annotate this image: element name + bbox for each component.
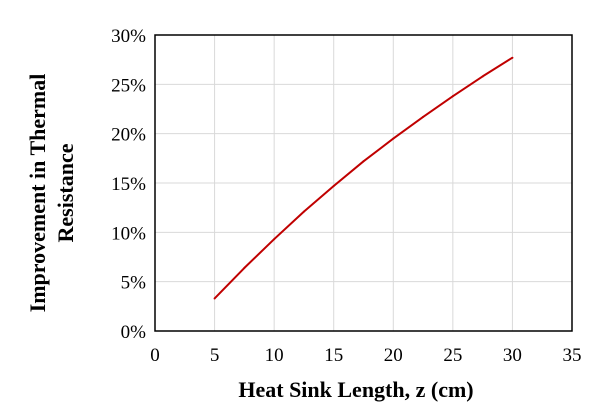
x-tick-label: 30 bbox=[503, 345, 522, 366]
x-tick-label: 20 bbox=[384, 345, 403, 366]
y-tick-label: 5% bbox=[121, 273, 147, 294]
data-point bbox=[422, 115, 425, 118]
x-tick-label: 0 bbox=[150, 345, 160, 366]
y-tick-label: 0% bbox=[121, 322, 147, 343]
plot-area bbox=[154, 34, 573, 332]
y-tick-label: 10% bbox=[111, 223, 146, 244]
series-layer bbox=[213, 56, 514, 300]
gridlines bbox=[154, 34, 573, 332]
data-point bbox=[213, 297, 216, 300]
data-point bbox=[392, 137, 395, 140]
x-tick-label: 15 bbox=[324, 345, 343, 366]
y-tick-label: 15% bbox=[111, 174, 146, 195]
data-point bbox=[302, 210, 305, 213]
data-point bbox=[332, 184, 335, 187]
y-axis-title: Improvement in Thermal Resistance bbox=[25, 74, 78, 313]
x-tick-label: 10 bbox=[265, 345, 284, 366]
y-tick-label: 20% bbox=[111, 125, 146, 146]
y-axis-ticks: 0% 5% 10% 15% 20% 25% 30% bbox=[111, 26, 146, 343]
x-tick-label: 35 bbox=[563, 345, 582, 366]
series-line bbox=[213, 56, 513, 300]
data-point bbox=[511, 56, 514, 59]
y-axis-title-line-1: Improvement in Thermal bbox=[25, 74, 50, 313]
y-tick-label: 30% bbox=[111, 26, 146, 47]
x-axis-title: Heat Sink Length, z (cm) bbox=[238, 377, 473, 402]
y-tick-label: 25% bbox=[111, 75, 146, 96]
data-point bbox=[362, 160, 365, 163]
data-point bbox=[243, 266, 246, 269]
data-point bbox=[481, 75, 484, 78]
y-axis-title-line-2: Resistance bbox=[53, 143, 78, 242]
data-point bbox=[451, 95, 454, 98]
x-tick-label: 5 bbox=[210, 345, 220, 366]
data-point bbox=[273, 238, 276, 241]
x-tick-label: 25 bbox=[443, 345, 462, 366]
x-axis-ticks: 0 5 10 15 20 25 30 35 bbox=[150, 345, 581, 366]
